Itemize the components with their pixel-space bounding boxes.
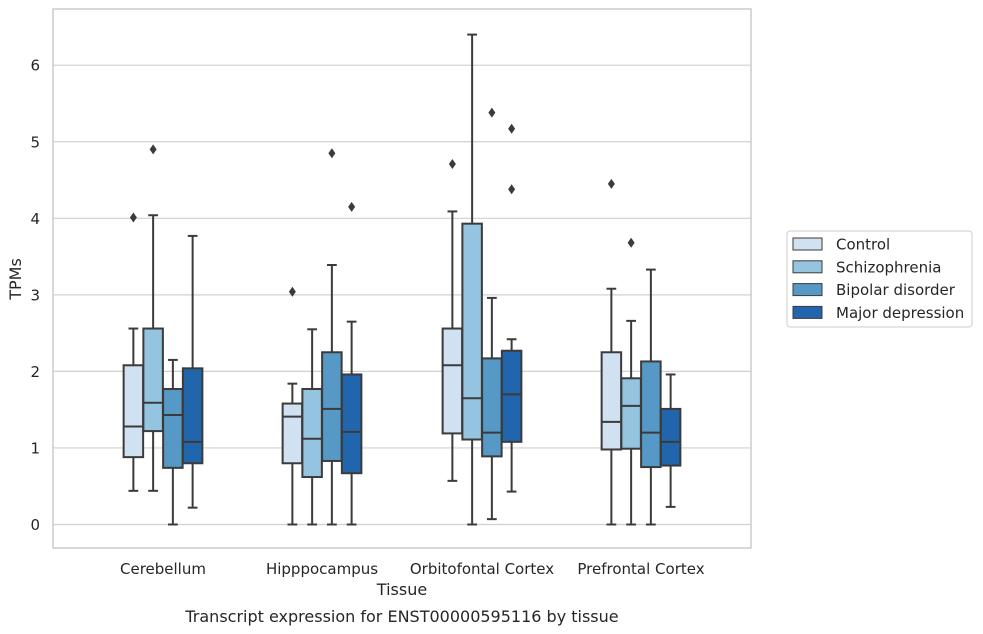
- x-tick-labels: Cerebellum Hipppocampus Orbitofontal Corte…: [120, 560, 705, 578]
- legend-label: Major depression: [836, 304, 964, 322]
- outlier-point: [348, 201, 356, 212]
- box-iqr: [659, 407, 682, 467]
- outlier-point: [129, 212, 137, 223]
- outlier-point: [149, 144, 157, 155]
- box-schizophrenia: [620, 237, 642, 526]
- box-iqr: [122, 364, 145, 459]
- box-bipolar-disorder: [162, 358, 184, 526]
- figure-caption: Transcript expression for ENST0000059511…: [184, 607, 618, 626]
- x-axis-title: Tissue: [376, 580, 427, 599]
- box-schizophrenia: [461, 33, 483, 526]
- box-bipolar-disorder: [321, 148, 343, 526]
- outlier-point: [448, 158, 456, 169]
- box-iqr: [640, 360, 662, 469]
- box-iqr: [600, 351, 623, 451]
- box-control: [281, 286, 304, 526]
- box-schizophrenia: [142, 144, 164, 492]
- box-iqr: [340, 373, 363, 475]
- outlier-point: [508, 184, 516, 195]
- box-control: [122, 212, 145, 492]
- y-tick-labels: 0 1 2 3 4 5 6: [30, 57, 40, 534]
- box-schizophrenia: [301, 328, 323, 526]
- box-major-depression: [500, 123, 523, 493]
- legend: Control Schizophrenia Bipolar disorder Majo…: [786, 230, 973, 328]
- box-iqr: [142, 327, 164, 433]
- box-major-depression: [340, 201, 363, 526]
- box-iqr: [301, 388, 323, 479]
- y-tick-label: 4: [30, 210, 40, 228]
- y-tick-label: 6: [30, 57, 40, 75]
- outlier-point: [488, 107, 496, 118]
- legend-label: Control: [836, 236, 890, 254]
- x-tick-label: Prefrontal Cortex: [577, 560, 704, 578]
- x-tick-label: Cerebellum: [120, 560, 206, 578]
- box-iqr: [281, 402, 304, 465]
- y-tick-label: 5: [30, 133, 40, 151]
- outlier-point: [328, 148, 336, 159]
- legend-swatch: [792, 237, 823, 251]
- box-iqr: [321, 351, 343, 462]
- box-iqr: [481, 357, 503, 458]
- outlier-point: [607, 178, 615, 189]
- box-major-depression: [181, 234, 204, 509]
- box-iqr: [441, 327, 464, 435]
- box-major-depression: [659, 373, 682, 508]
- box-bipolar-disorder: [481, 107, 503, 521]
- box-iqr: [461, 222, 483, 441]
- box-bipolar-disorder: [640, 268, 662, 526]
- legend-swatch: [792, 260, 823, 274]
- y-tick-label: 1: [30, 439, 40, 457]
- x-tick-label: Hipppocampus: [266, 560, 378, 578]
- outlier-point: [508, 123, 516, 134]
- boxes: [122, 33, 682, 526]
- legend-swatch: [792, 305, 823, 319]
- legend-label: Bipolar disorder: [836, 281, 956, 299]
- box-iqr: [162, 388, 184, 469]
- box-iqr: [181, 367, 204, 465]
- legend-frame: [786, 230, 973, 328]
- box-control: [600, 178, 623, 526]
- box-control: [441, 158, 464, 482]
- y-tick-label: 0: [30, 516, 40, 534]
- x-tick-label: Orbitofontal Cortex: [410, 560, 554, 578]
- y-tick-label: 3: [30, 286, 40, 304]
- outlier-point: [627, 237, 635, 248]
- box-iqr: [500, 349, 523, 443]
- y-axis-title: TPMs: [6, 258, 25, 301]
- legend-swatch: [792, 283, 823, 297]
- outlier-point: [288, 286, 296, 297]
- legend-label: Schizophrenia: [836, 258, 941, 276]
- box-iqr: [620, 377, 642, 450]
- plot-area-frame: [52, 8, 752, 549]
- y-tick-label: 2: [30, 363, 40, 381]
